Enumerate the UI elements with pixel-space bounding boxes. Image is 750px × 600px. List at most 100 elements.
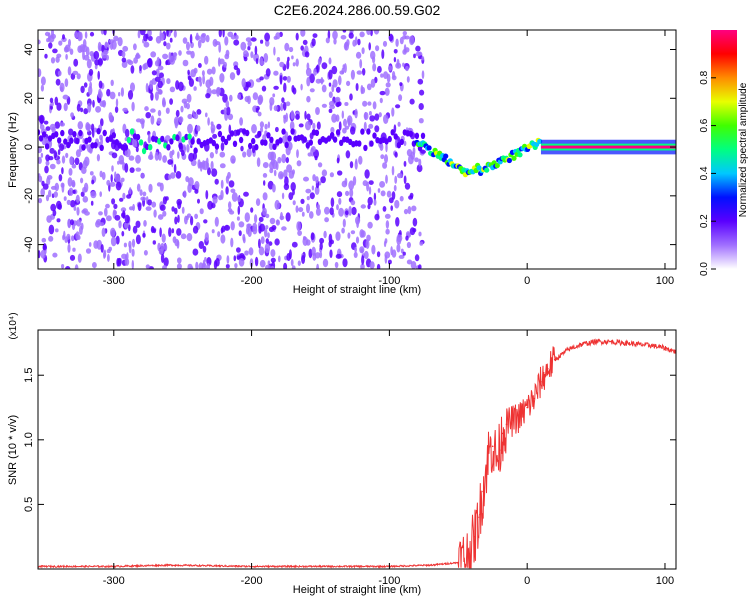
noise-cell xyxy=(108,246,112,252)
noise-cell xyxy=(166,30,169,37)
noise-cell xyxy=(380,190,386,197)
noise-cell xyxy=(329,249,333,258)
snr-point xyxy=(491,445,494,448)
snr-point xyxy=(482,490,484,493)
noise-cell xyxy=(320,77,324,85)
carrier-cell xyxy=(443,153,449,159)
noise-cell xyxy=(239,253,245,260)
noise-cell xyxy=(237,93,242,100)
noise-cell xyxy=(306,203,310,214)
noise-cell xyxy=(103,49,109,55)
noise-cell xyxy=(214,216,219,227)
carrier-cell xyxy=(414,132,420,139)
noise-cell xyxy=(278,255,281,263)
noise-cell xyxy=(302,236,307,241)
noise-cell xyxy=(233,39,240,46)
noise-cell xyxy=(128,206,134,211)
snr-xlabel: Height of straight line (km) xyxy=(293,584,421,596)
noise-cell xyxy=(349,188,354,198)
noise-cell xyxy=(362,180,368,187)
noise-cell xyxy=(368,123,374,129)
noise-cell xyxy=(195,261,199,269)
noise-cell xyxy=(406,76,410,83)
noise-cell xyxy=(139,30,146,36)
noise-cell xyxy=(124,258,130,266)
snr-point xyxy=(474,535,476,538)
noise-cell xyxy=(157,214,164,220)
noise-cell xyxy=(347,232,351,239)
noise-cell xyxy=(228,201,232,210)
noise-cell xyxy=(81,166,87,174)
noise-cell xyxy=(111,198,116,205)
carrier-cell xyxy=(484,167,490,173)
noise-cell xyxy=(135,54,141,59)
noise-cell xyxy=(73,58,79,67)
noise-cell xyxy=(105,54,110,61)
spectrogram-plot-area xyxy=(38,30,676,269)
noise-cell xyxy=(54,121,61,129)
noise-cell xyxy=(354,36,358,46)
noise-cell xyxy=(194,188,199,194)
noise-cell xyxy=(190,69,197,78)
noise-cell xyxy=(348,205,352,216)
noise-cell xyxy=(288,249,292,260)
noise-cell xyxy=(332,30,338,40)
noise-cell xyxy=(65,152,69,159)
noise-cell xyxy=(141,120,145,129)
noise-cell xyxy=(375,45,380,52)
carrier-cell xyxy=(78,129,83,137)
noise-cell xyxy=(123,242,127,248)
noise-cell xyxy=(143,62,149,70)
noise-cell xyxy=(70,219,74,226)
noise-cell xyxy=(388,65,393,72)
noise-cell xyxy=(369,261,375,269)
noise-cell xyxy=(153,209,157,218)
noise-cell xyxy=(372,101,377,110)
noise-cell xyxy=(329,207,334,216)
noise-cell xyxy=(203,219,208,224)
noise-cell xyxy=(342,127,347,134)
noise-cell xyxy=(342,218,346,228)
x-tick-label: 0 xyxy=(524,275,530,287)
noise-cell xyxy=(258,238,261,249)
snr-point xyxy=(540,380,542,383)
noise-cell xyxy=(285,212,291,222)
noise-cell xyxy=(163,257,169,267)
spectrogram-ylabel: Frequency (Hz) xyxy=(7,112,19,188)
y-tick-label: 0 xyxy=(23,144,35,150)
carrier-cell xyxy=(126,136,132,144)
noise-cell xyxy=(49,97,54,104)
snr-plot-area xyxy=(38,338,676,569)
carrier-cell xyxy=(135,133,141,141)
noise-cell xyxy=(57,70,62,77)
noise-cell xyxy=(157,88,163,95)
noise-cell xyxy=(328,91,333,98)
noise-cell xyxy=(194,213,199,219)
noise-cell xyxy=(298,207,304,213)
noise-cell xyxy=(109,181,116,187)
noise-cell xyxy=(56,200,62,210)
noise-cell xyxy=(171,206,175,212)
noise-cell xyxy=(55,228,59,233)
noise-cell xyxy=(147,57,153,68)
carrier-cell xyxy=(517,152,523,158)
noise-cell xyxy=(45,154,50,162)
noise-cell xyxy=(63,102,68,112)
noise-cell xyxy=(169,55,176,65)
noise-cell xyxy=(278,171,284,180)
noise-cell xyxy=(77,121,84,130)
noise-cell xyxy=(111,165,114,172)
noise-cell xyxy=(355,51,362,59)
noise-cell xyxy=(258,216,264,223)
noise-cell xyxy=(290,110,295,120)
noise-cell xyxy=(262,192,268,201)
noise-cell xyxy=(99,222,105,227)
noise-cell xyxy=(48,42,53,49)
noise-cell xyxy=(206,68,213,75)
noise-cell xyxy=(362,68,366,76)
carrier-cell xyxy=(372,132,377,139)
noise-cell xyxy=(98,211,103,216)
noise-cell xyxy=(283,183,290,191)
noise-cell xyxy=(264,123,268,130)
noise-cell xyxy=(189,33,193,44)
